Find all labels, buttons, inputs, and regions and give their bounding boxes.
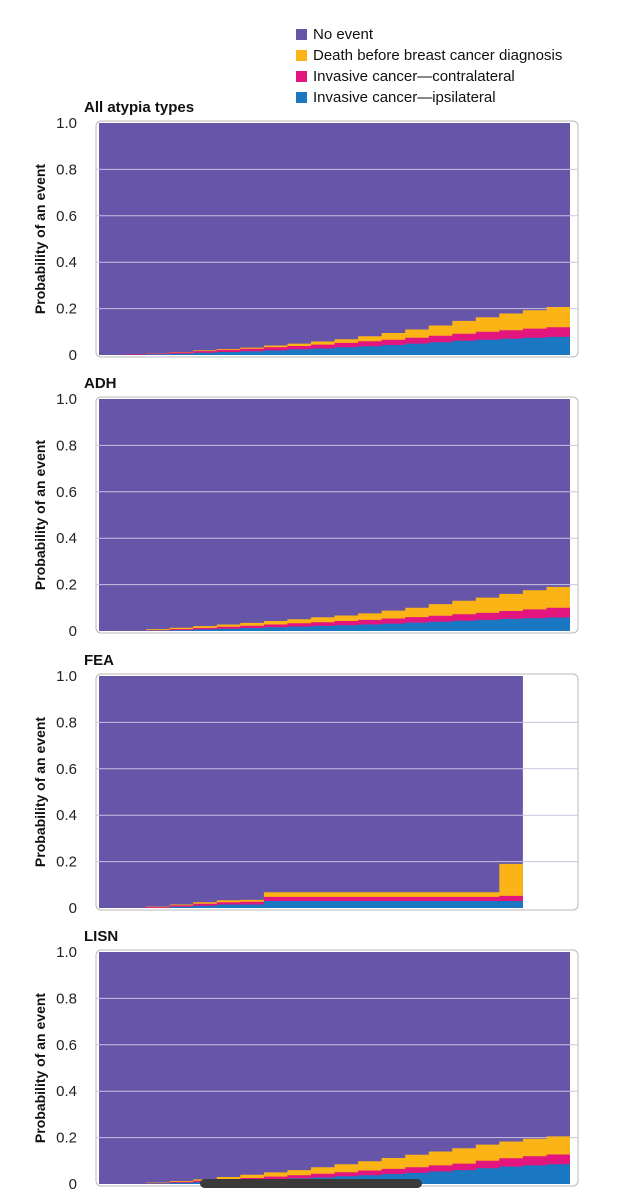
legend-item-contralateral: Invasive cancer—contralateral — [296, 66, 562, 87]
y-tick-label-0-5: 1.0 — [56, 115, 77, 132]
y-axis-label-3: Probability of an event — [32, 993, 48, 1143]
y-tick-label-3-3: 0.6 — [56, 1037, 77, 1054]
y-tick-label-2-5: 1.0 — [56, 668, 77, 685]
y-tick-label-0-2: 0.4 — [56, 254, 77, 271]
legend-item-death: Death before breast cancer diagnosis — [296, 45, 562, 66]
panel-title-0: All atypia types — [84, 99, 194, 116]
y-tick-label-1-5: 1.0 — [56, 391, 77, 408]
no-event-area-0 — [99, 123, 570, 355]
panel-title-2: FEA — [84, 652, 114, 669]
y-tick-label-2-2: 0.4 — [56, 807, 77, 824]
series-invasive-cancer-ipsilateral-3 — [99, 1163, 570, 1184]
home-indicator-bar[interactable] — [200, 1179, 422, 1188]
y-tick-label-1-3: 0.6 — [56, 484, 77, 501]
y-tick-label-0-4: 0.8 — [56, 161, 77, 178]
y-tick-label-3-4: 0.8 — [56, 990, 77, 1007]
legend-label-contralateral: Invasive cancer—contralateral — [313, 68, 515, 85]
legend-swatch-death — [296, 50, 307, 61]
legend-label-no-event: No event — [313, 26, 374, 43]
series-invasive-cancer-ipsilateral-0 — [99, 335, 570, 355]
y-tick-label-3-0: 0 — [69, 1176, 77, 1193]
y-axis-label-2: Probability of an event — [32, 717, 48, 867]
y-tick-label-3-5: 1.0 — [56, 944, 77, 961]
legend-swatch-contralateral — [296, 71, 307, 82]
y-tick-label-2-4: 0.8 — [56, 714, 77, 731]
y-tick-label-0-1: 0.2 — [56, 301, 77, 318]
y-tick-label-2-0: 0 — [69, 900, 77, 917]
y-tick-label-3-2: 0.4 — [56, 1083, 77, 1100]
legend-swatch-ipsilateral — [296, 92, 307, 103]
no-event-area-1 — [99, 399, 570, 631]
legend: No event Death before breast cancer diag… — [296, 24, 562, 108]
panel-title-1: ADH — [84, 375, 117, 392]
legend-item-ipsilateral: Invasive cancer—ipsilateral — [296, 87, 562, 108]
y-axis-label-1: Probability of an event — [32, 440, 48, 590]
y-tick-label-2-1: 0.2 — [56, 854, 77, 871]
y-axis-label-0: Probability of an event — [32, 164, 48, 314]
y-tick-label-3-1: 0.2 — [56, 1130, 77, 1147]
legend-swatch-no-event — [296, 29, 307, 40]
panel-title-3: LISN — [84, 928, 118, 945]
y-tick-label-2-3: 0.6 — [56, 761, 77, 778]
legend-label-death: Death before breast cancer diagnosis — [313, 47, 563, 64]
series-invasive-cancer-ipsilateral-2 — [99, 901, 523, 908]
y-tick-label-0-3: 0.6 — [56, 208, 77, 225]
y-tick-label-1-1: 0.2 — [56, 577, 77, 594]
y-tick-label-1-2: 0.4 — [56, 530, 77, 547]
legend-label-ipsilateral: Invasive cancer—ipsilateral — [313, 89, 496, 106]
y-tick-label-1-4: 0.8 — [56, 437, 77, 454]
series-invasive-cancer-ipsilateral-1 — [99, 616, 570, 631]
legend-item-no-event: No event — [296, 24, 562, 45]
no-event-area-2 — [99, 676, 523, 908]
y-tick-label-1-0: 0 — [69, 623, 77, 640]
y-tick-label-0-0: 0 — [69, 347, 77, 364]
